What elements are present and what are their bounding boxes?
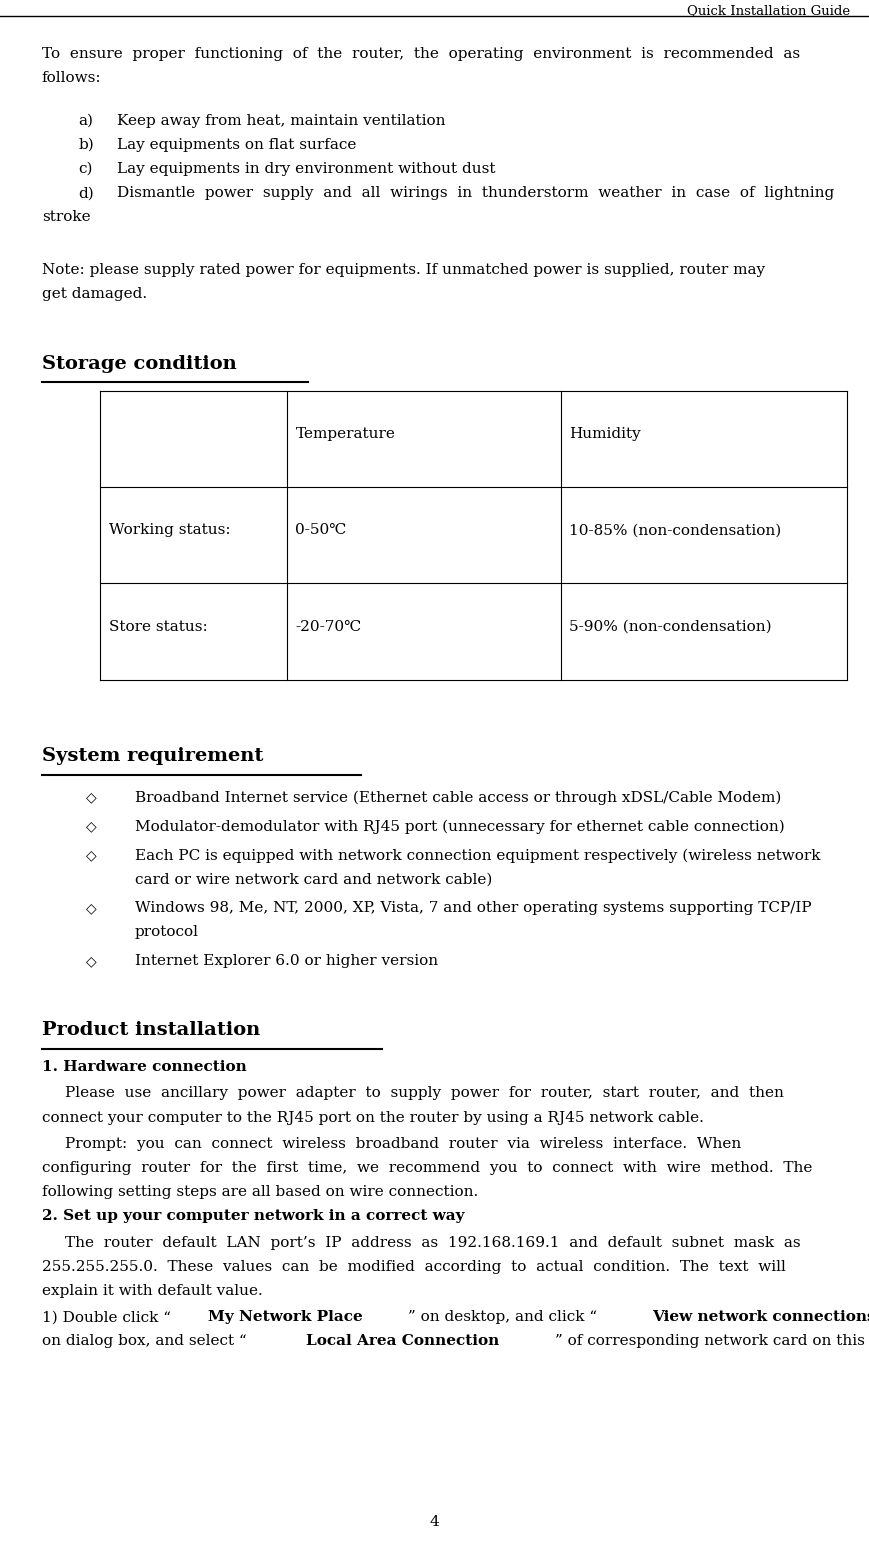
Text: connect your computer to the RJ45 port on the router by using a RJ45 network cab: connect your computer to the RJ45 port o… [42, 1110, 704, 1124]
Text: Dismantle  power  supply  and  all  wirings  in  thunderstorm  weather  in  case: Dismantle power supply and all wirings i… [117, 186, 834, 200]
Text: d): d) [78, 186, 94, 200]
Text: ◇: ◇ [86, 820, 96, 834]
Text: ” of corresponding network card on this page.: ” of corresponding network card on this … [555, 1334, 869, 1348]
Text: ◇: ◇ [86, 954, 96, 968]
Text: following setting steps are all based on wire connection.: following setting steps are all based on… [42, 1185, 478, 1199]
Text: b): b) [78, 138, 94, 152]
Text: 1) Double click “: 1) Double click “ [42, 1311, 170, 1325]
Text: Humidity: Humidity [569, 427, 641, 441]
Text: Local Area Connection: Local Area Connection [306, 1334, 499, 1348]
Text: 4: 4 [429, 1514, 440, 1530]
Text: Lay equipments on flat surface: Lay equipments on flat surface [117, 138, 356, 152]
Text: protocol: protocol [135, 926, 199, 940]
Text: Product installation: Product installation [42, 1022, 260, 1039]
Text: System requirement: System requirement [42, 747, 263, 766]
Text: c): c) [78, 162, 93, 175]
Text: ” on desktop, and click “: ” on desktop, and click “ [408, 1311, 597, 1325]
Text: explain it with default value.: explain it with default value. [42, 1284, 262, 1298]
Text: Quick Installation Guide: Quick Installation Guide [687, 5, 850, 17]
Text: 10-85% (non-condensation): 10-85% (non-condensation) [569, 523, 781, 537]
Text: Keep away from heat, maintain ventilation: Keep away from heat, maintain ventilatio… [117, 113, 446, 127]
Text: 1. Hardware connection: 1. Hardware connection [42, 1061, 247, 1075]
Text: card or wire network card and network cable): card or wire network card and network ca… [135, 873, 492, 887]
Text: 5-90% (non-condensation): 5-90% (non-condensation) [569, 620, 772, 634]
Text: The  router  default  LAN  port’s  IP  address  as  192.168.169.1  and  default : The router default LAN port’s IP address… [65, 1236, 801, 1250]
Text: a): a) [78, 113, 93, 127]
Text: 255.255.255.0.  These  values  can  be  modified  according  to  actual  conditi: 255.255.255.0. These values can be modif… [42, 1259, 786, 1273]
Text: Windows 98, Me, NT, 2000, XP, Vista, 7 and other operating systems supporting TC: Windows 98, Me, NT, 2000, XP, Vista, 7 a… [135, 901, 812, 915]
Text: configuring  router  for  the  first  time,  we  recommend  you  to  connect  wi: configuring router for the first time, w… [42, 1162, 813, 1176]
Text: on dialog box, and select “: on dialog box, and select “ [42, 1334, 247, 1348]
Text: Each PC is equipped with network connection equipment respectively (wireless net: Each PC is equipped with network connect… [135, 848, 820, 862]
Text: Temperature: Temperature [295, 427, 395, 441]
Text: View network connections: View network connections [652, 1311, 869, 1325]
Text: 2. Set up your computer network in a correct way: 2. Set up your computer network in a cor… [42, 1210, 464, 1224]
Text: Internet Explorer 6.0 or higher version: Internet Explorer 6.0 or higher version [135, 954, 438, 968]
Text: ◇: ◇ [86, 901, 96, 915]
Text: 0-50℃: 0-50℃ [295, 523, 347, 537]
Text: follows:: follows: [42, 70, 102, 85]
Text: stroke: stroke [42, 210, 90, 224]
Text: My Network Place: My Network Place [209, 1311, 363, 1325]
Text: Store status:: Store status: [109, 620, 208, 634]
Text: Working status:: Working status: [109, 523, 230, 537]
Text: Storage condition: Storage condition [42, 354, 236, 373]
Text: Broadband Internet service (Ethernet cable access or through xDSL/Cable Modem): Broadband Internet service (Ethernet cab… [135, 790, 781, 804]
Text: Lay equipments in dry environment without dust: Lay equipments in dry environment withou… [117, 162, 496, 175]
Text: Modulator-demodulator with RJ45 port (unnecessary for ethernet cable connection): Modulator-demodulator with RJ45 port (un… [135, 820, 785, 834]
Text: Prompt:  you  can  connect  wireless  broadband  router  via  wireless  interfac: Prompt: you can connect wireless broadba… [65, 1137, 741, 1151]
Text: ◇: ◇ [86, 848, 96, 862]
Text: Note: please supply rated power for equipments. If unmatched power is supplied, : Note: please supply rated power for equi… [42, 262, 765, 278]
Text: Please  use  ancillary  power  adapter  to  supply  power  for  router,  start  : Please use ancillary power adapter to su… [65, 1087, 784, 1101]
Text: ◇: ◇ [86, 790, 96, 804]
Text: get damaged.: get damaged. [42, 287, 147, 301]
Text: To  ensure  proper  functioning  of  the  router,  the  operating  environment  : To ensure proper functioning of the rout… [42, 47, 799, 61]
Text: -20-70℃: -20-70℃ [295, 620, 362, 634]
